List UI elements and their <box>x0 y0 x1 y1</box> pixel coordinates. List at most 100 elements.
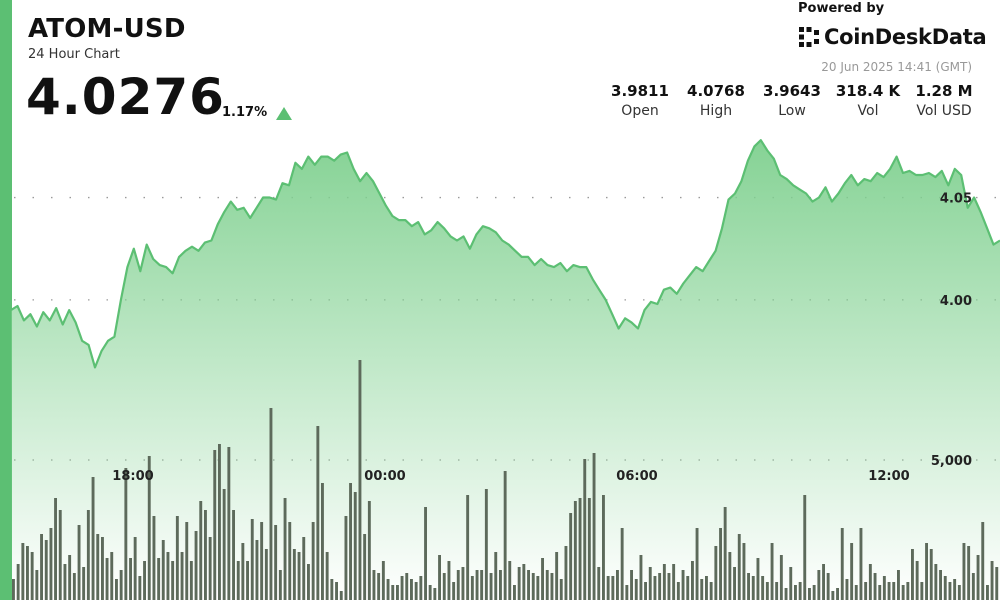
volume-bar <box>208 537 212 600</box>
volume-bar <box>311 522 315 600</box>
volume-bar <box>798 582 802 600</box>
volume-bar <box>765 582 769 600</box>
volume-bar <box>381 561 385 600</box>
volume-bar <box>72 573 76 600</box>
volume-bar <box>634 579 638 600</box>
volume-bar <box>185 522 189 600</box>
volume-bar <box>929 549 933 600</box>
volume-bar <box>770 543 774 600</box>
volume-bar <box>470 576 474 600</box>
volume-bar <box>442 573 446 600</box>
volume-bar <box>494 552 498 600</box>
volume-bar <box>503 471 507 600</box>
volume-bar <box>541 558 544 600</box>
volume-bar <box>761 576 765 600</box>
volume-bar <box>925 543 928 600</box>
volume-bar <box>939 570 942 600</box>
brand-name: CoinDeskData <box>824 25 987 49</box>
volume-bar <box>189 561 193 600</box>
volume-bar <box>597 567 601 600</box>
volume-bar <box>564 546 568 600</box>
volume-bar <box>695 528 699 600</box>
volume-tick-label: 5,000 <box>931 454 972 469</box>
volume-bar <box>255 540 259 600</box>
volume-bar <box>260 522 264 600</box>
stat-label: Open <box>621 103 659 119</box>
volume-bar <box>77 525 81 600</box>
y-tick-label: 4.00 <box>940 294 972 309</box>
volume-bar <box>105 558 109 600</box>
chart-subtitle: 24 Hour Chart <box>28 47 120 62</box>
volume-bar <box>58 510 62 600</box>
stat-value: 4.0768 <box>687 82 745 100</box>
volume-bar <box>981 522 985 600</box>
volume-bar <box>700 579 704 600</box>
volume-bar <box>321 483 324 600</box>
volume-bar <box>26 546 29 600</box>
volume-bar <box>400 576 404 600</box>
volume-bar <box>44 540 48 600</box>
volume-bar <box>344 516 348 600</box>
volume-bar <box>808 588 811 600</box>
volume-bar <box>583 459 587 600</box>
accent-bar <box>0 0 12 600</box>
volume-bar <box>742 543 746 600</box>
volume-bar <box>246 561 249 600</box>
coindesk-logo-icon <box>799 27 819 47</box>
y-tick-label: 4.05 <box>940 192 972 207</box>
volume-bar <box>517 567 521 600</box>
volume-bar <box>737 534 741 600</box>
volume-bar <box>854 585 858 600</box>
volume-bar <box>480 570 484 600</box>
volume-bar <box>302 537 306 600</box>
volume-bar <box>180 552 184 600</box>
volume-bar <box>218 444 221 600</box>
stat-label: Vol USD <box>916 103 972 119</box>
volume-bar <box>269 408 273 600</box>
stat-label: Low <box>778 103 806 119</box>
volume-bar <box>232 510 235 600</box>
volume-bar <box>616 570 619 600</box>
volume-bar <box>686 576 690 600</box>
volume-bar <box>728 552 732 600</box>
volume-bar <box>639 555 643 600</box>
volume-bar <box>157 558 161 600</box>
volume-bar <box>484 489 488 600</box>
volume-bar <box>630 570 633 600</box>
volume-bar <box>391 585 395 600</box>
stat-high: 4.0768 High <box>684 82 748 119</box>
volume-bar <box>522 564 526 600</box>
volume-bar <box>620 528 624 600</box>
volume-bar <box>779 555 783 600</box>
volume-bar <box>775 582 779 600</box>
volume-bar <box>592 453 596 600</box>
volume-bar <box>648 567 652 600</box>
price-line <box>10 139 1000 369</box>
volume-bar <box>138 576 142 600</box>
stat-value: 1.28 M <box>915 82 973 100</box>
volume-bar <box>971 573 975 600</box>
volume-bar <box>751 576 755 600</box>
volume-bar <box>278 570 282 600</box>
volume-bar <box>63 564 67 600</box>
volume-bar <box>784 588 788 600</box>
volume-bar <box>508 561 512 600</box>
volume-bar <box>16 564 20 600</box>
x-tick-label: 06:00 <box>616 469 657 484</box>
volume-bar <box>850 543 854 600</box>
brand-logo[interactable]: CoinDeskData <box>798 25 987 49</box>
volume-bar <box>386 579 390 600</box>
volume-bar <box>461 567 465 600</box>
volume-bar <box>882 576 886 600</box>
volume-bar <box>12 579 15 600</box>
volume-bar <box>377 573 381 600</box>
volume-bar <box>396 585 399 600</box>
volume-bar <box>962 543 966 600</box>
stat-value: 3.9643 <box>763 82 821 100</box>
volume-bar <box>606 576 610 600</box>
volume-bar <box>353 492 357 600</box>
volume-bar <box>948 582 952 600</box>
volume-bar <box>213 450 217 600</box>
volume-bar <box>456 570 460 600</box>
